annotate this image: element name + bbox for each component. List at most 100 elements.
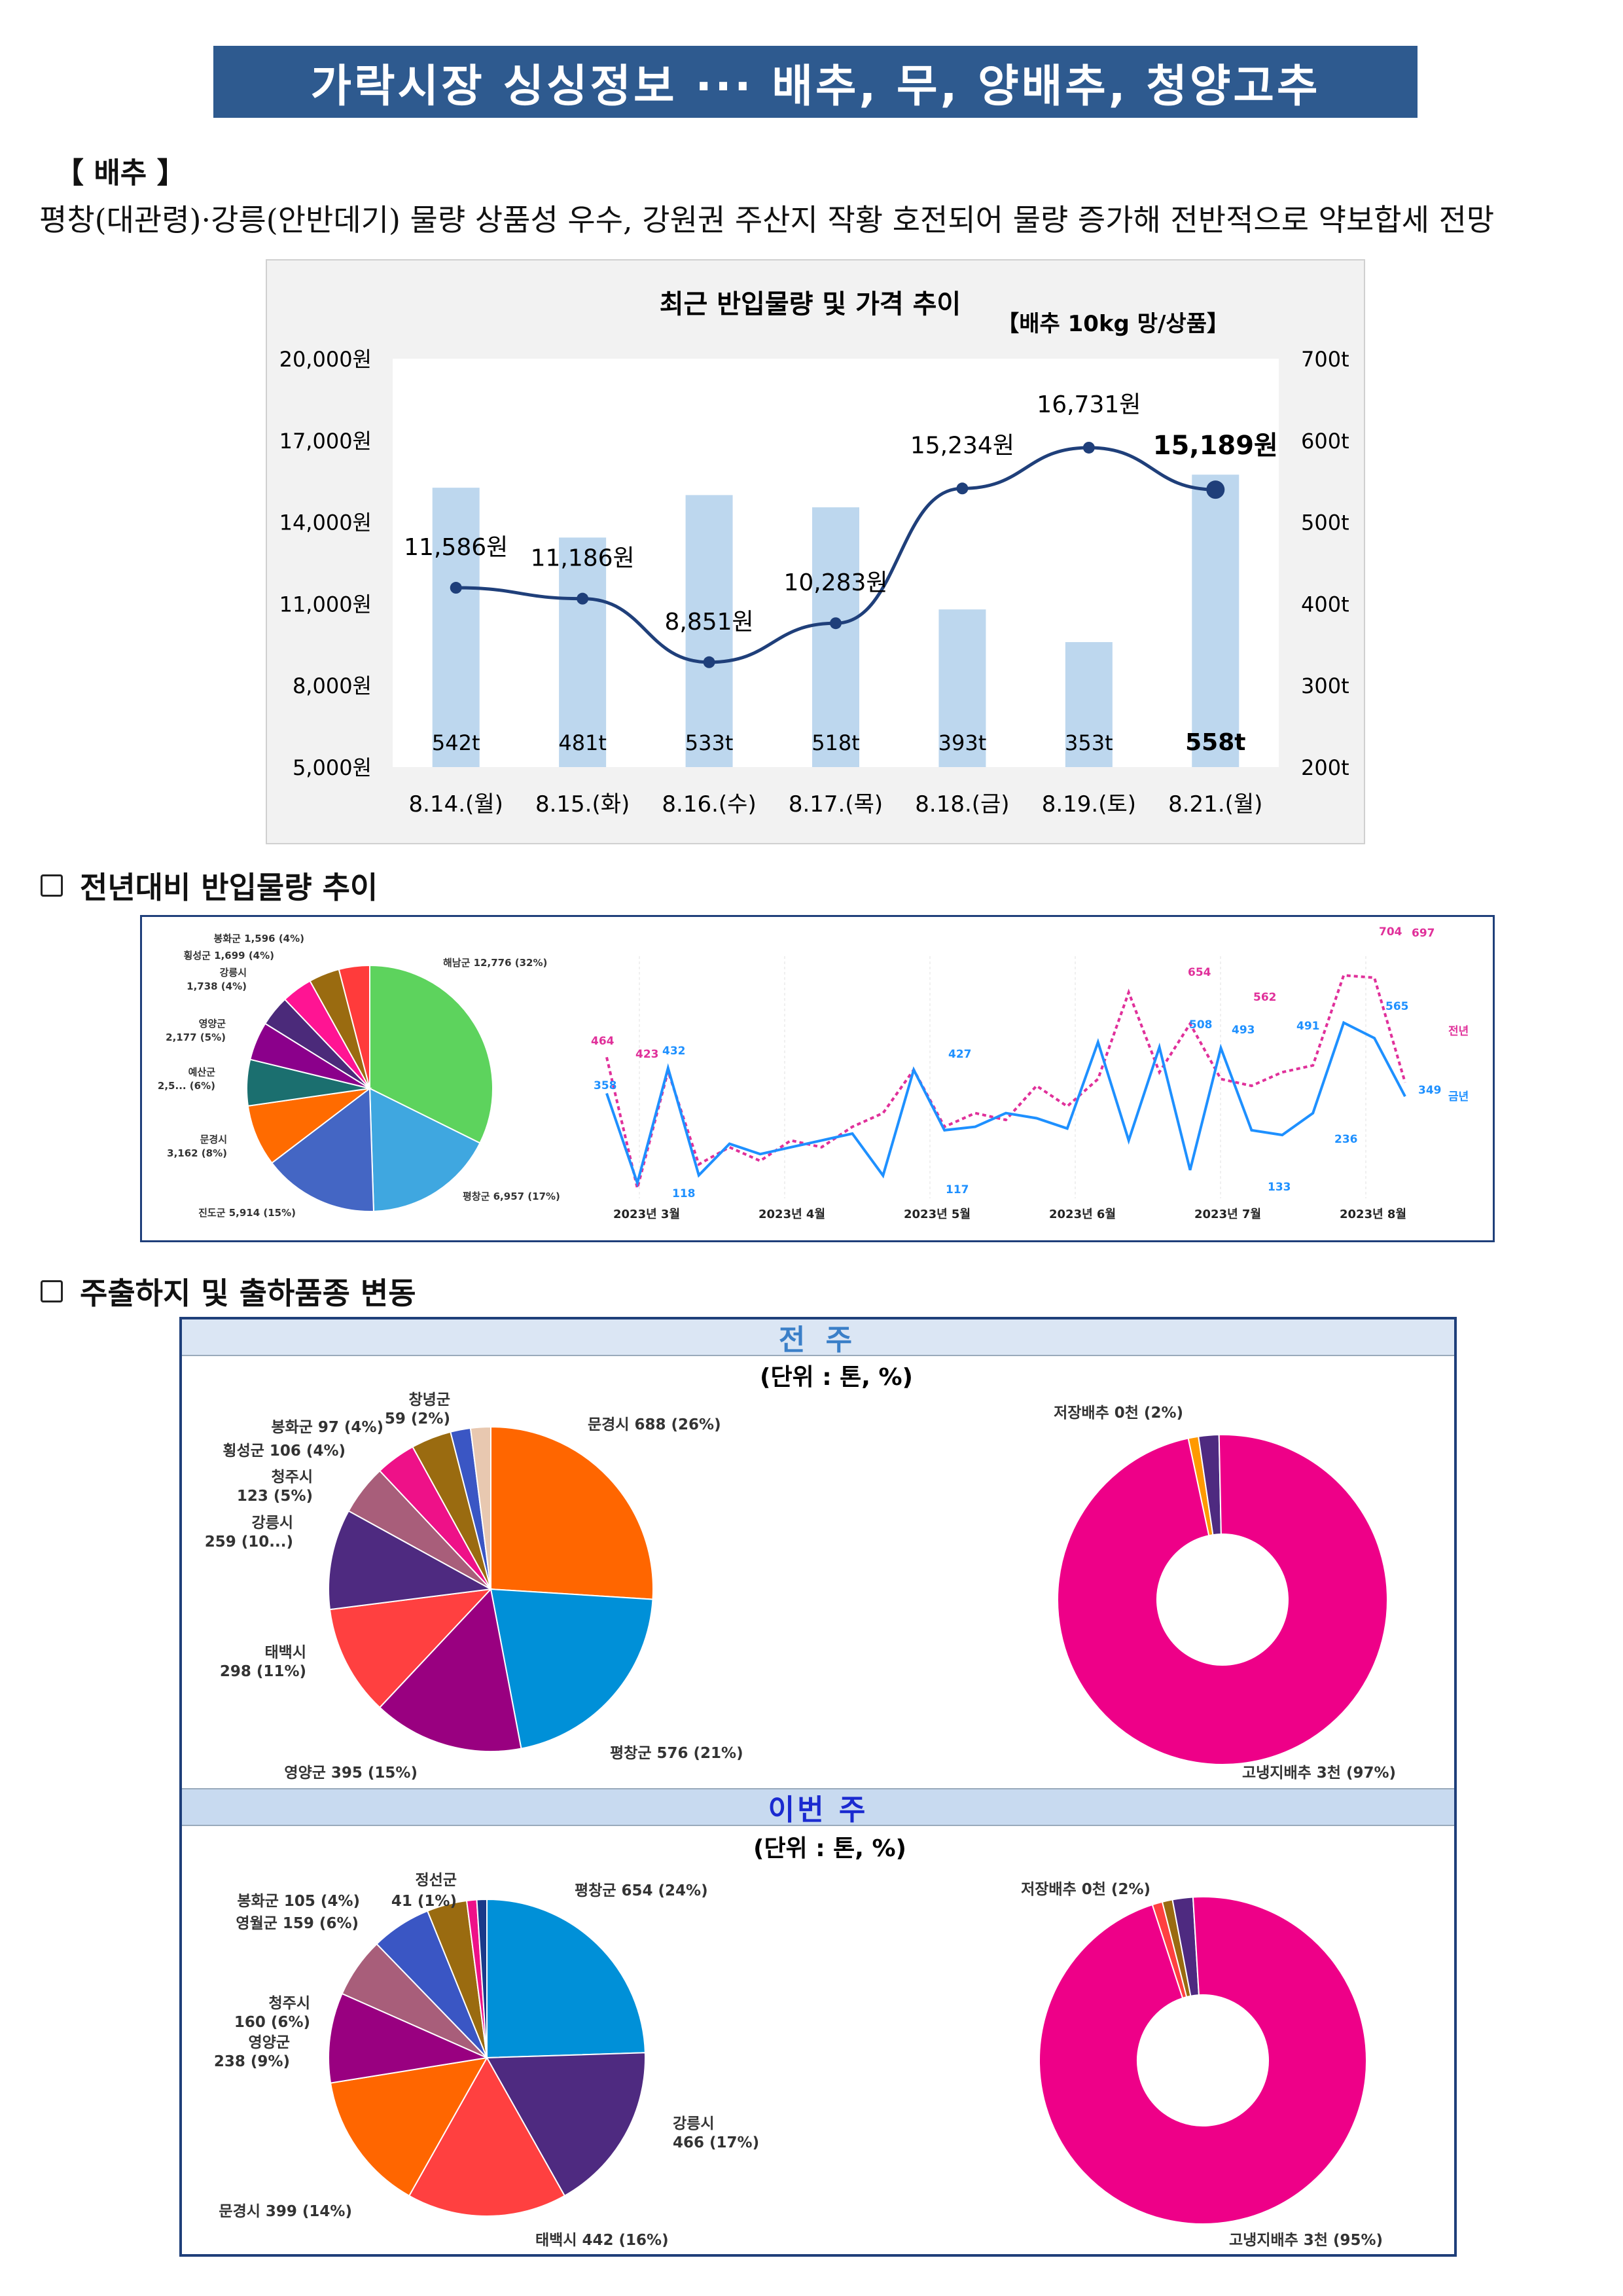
x-tick-label: 8.14.(월) (409, 791, 503, 817)
donut-slice (1039, 1896, 1368, 2225)
x-tick-label: 2023년 7월 (1194, 1208, 1261, 1221)
slice-label: 1,738 (4%) (187, 980, 247, 992)
page-title: 가락시장 싱싱정보 ··· 배추, 무, 양배추, 청양고추 (213, 46, 1418, 118)
volume-bar (432, 488, 480, 767)
slice-label: 123 (5%) (237, 1488, 313, 1505)
pie-slice (247, 1087, 372, 1164)
slice-label: 298 (11%) (220, 1663, 306, 1680)
origin-section-heading: 주출하지 및 출하품종 변동 (41, 1270, 416, 1313)
slice-label: 영양군 395 (15%) (284, 1765, 418, 1782)
y-left-tick: 5,000원 (293, 755, 372, 780)
origin-panel: 전 주 이번 주 (단위 : 톤, %) (단위 : 톤, %) 문경시 688 (… (179, 1317, 1457, 2257)
price-point (956, 482, 969, 495)
unit-label: (단위 : 톤, %) (760, 1364, 913, 1391)
pie-slice (368, 1087, 481, 1212)
x-tick-label: 2023년 4월 (758, 1208, 825, 1221)
price-volume-chart-panel: 최근 반입물량 및 가격 추이 【배추 10kg 망/상품】 5,000원 8,000… (266, 259, 1365, 844)
data-label: 464 (591, 1035, 615, 1048)
y-left-tick: 17,000원 (279, 429, 372, 454)
slice-label: 봉화군 105 (4%) (237, 1893, 360, 1910)
volume-label: 542t (432, 730, 480, 755)
yoy-charts: 해남군 12,776 (32%) 평창군 6,957 (17%) 진도군 5,914… (158, 925, 1469, 1221)
slice-label: 해남군 12,776 (32%) (443, 957, 547, 969)
data-label: 565 (1385, 1000, 1409, 1013)
price-label: 15,234원 (910, 432, 1014, 459)
x-tick-label: 2023년 8월 (1340, 1208, 1406, 1221)
price-label: 11,586원 (404, 534, 508, 561)
series-line (605, 1020, 1406, 1188)
data-label: 491 (1296, 1020, 1320, 1033)
donut-slice (1057, 1434, 1388, 1765)
slice-label: 문경시 399 (14%) (219, 2203, 352, 2220)
volume-label: 393t (938, 730, 987, 755)
trend-section-heading: 전년대비 반입물량 추이 (41, 864, 378, 907)
checkbox-icon (41, 874, 63, 897)
section-label: 【 배추 】 (55, 156, 186, 190)
y-left-tick: 11,000원 (279, 592, 372, 617)
summary-text: 평창(대관령)·강릉(안반데기) 물량 상품성 우수, 강원권 주산지 작황 호… (39, 202, 1495, 238)
volume-bar (1065, 642, 1113, 767)
data-label: 423 (635, 1048, 659, 1061)
slice-label: 59 (2%) (385, 1410, 450, 1427)
slice-label: 문경시 (200, 1134, 227, 1145)
price-label: 15,189원 (1153, 431, 1278, 461)
checkbox-icon (41, 1280, 63, 1302)
x-tick-label: 8.19.(토) (1042, 791, 1136, 817)
pie-slice (329, 2056, 488, 2197)
origin-charts: (단위 : 톤, %) (단위 : 톤, %) 문경시 688 (26%) 평창군 5… (205, 1364, 1396, 2249)
slice-label: 봉화군 1,596 (4%) (214, 933, 304, 944)
data-label: 118 (672, 1187, 696, 1200)
y-right-tick: 600t (1301, 429, 1349, 454)
pie-slice (408, 2056, 566, 2217)
price-volume-chart: 최근 반입물량 및 가격 추이 【배추 10kg 망/상품】 5,000원 8,000… (279, 289, 1349, 817)
slice-label: 강릉시 (673, 2115, 714, 2132)
volume-bar (685, 495, 733, 767)
slice-label: 청주시 (272, 1469, 313, 1486)
volume-bar (812, 507, 859, 767)
price-point (1206, 480, 1225, 499)
origin-section-label: 주출하지 및 출하품종 변동 (80, 1276, 416, 1311)
data-label: 133 (1268, 1181, 1291, 1194)
y-left-tick: 8,000원 (293, 673, 372, 698)
chart-title: 최근 반입물량 및 가격 추이 (660, 289, 961, 319)
volume-bar (559, 537, 607, 767)
data-label: 358 (594, 1079, 617, 1092)
pie-slice (328, 1992, 490, 2084)
x-tick-label: 8.18.(금) (915, 791, 1009, 817)
slice-label: 평창군 576 (21%) (610, 1745, 743, 1762)
x-tick-label: 2023년 5월 (904, 1208, 971, 1221)
price-point (703, 656, 715, 668)
slice-label: 259 (10...) (205, 1534, 293, 1551)
slice-label: 창녕군 (409, 1391, 450, 1408)
volume-bar (1192, 475, 1240, 767)
data-label: 562 (1253, 991, 1277, 1004)
data-label: 654 (1188, 966, 1211, 979)
y-right-tick: 400t (1301, 592, 1349, 617)
data-label: 117 (946, 1183, 969, 1196)
y-right-tick: 500t (1301, 511, 1349, 535)
data-label: 508 (1189, 1018, 1213, 1031)
price-label: 10,283원 (783, 569, 887, 596)
slice-label: 저장배추 0천 (2%) (1054, 1405, 1183, 1422)
this-week-header: 이번 주 (182, 1788, 1454, 1827)
slice-label: 영양군 (199, 1018, 226, 1030)
x-tick-label: 2023년 6월 (1049, 1208, 1116, 1221)
data-label: 금년 (1448, 1090, 1469, 1103)
pie-slice (369, 964, 493, 1144)
price-point (577, 592, 589, 605)
price-point (1082, 441, 1095, 454)
slice-label: 2,177 (5%) (166, 1031, 226, 1043)
data-label: 349 (1418, 1084, 1442, 1097)
price-label: 11,186원 (531, 545, 635, 572)
slice-label: 청주시 (269, 1995, 310, 2012)
data-label: 432 (662, 1045, 686, 1058)
slice-label: 평창군 6,957 (17%) (463, 1191, 560, 1202)
pie-slice (476, 1898, 488, 2058)
x-tick-label: 8.17.(목) (789, 791, 883, 817)
slice-label: 41 (1%) (391, 1893, 457, 1910)
x-tick-label: 8.16.(수) (662, 791, 756, 817)
volume-label: 518t (812, 730, 860, 755)
slice-label: 238 (9%) (214, 2053, 290, 2070)
y-left-tick: 14,000원 (279, 511, 372, 535)
slice-label: 태백시 (265, 1644, 306, 1661)
